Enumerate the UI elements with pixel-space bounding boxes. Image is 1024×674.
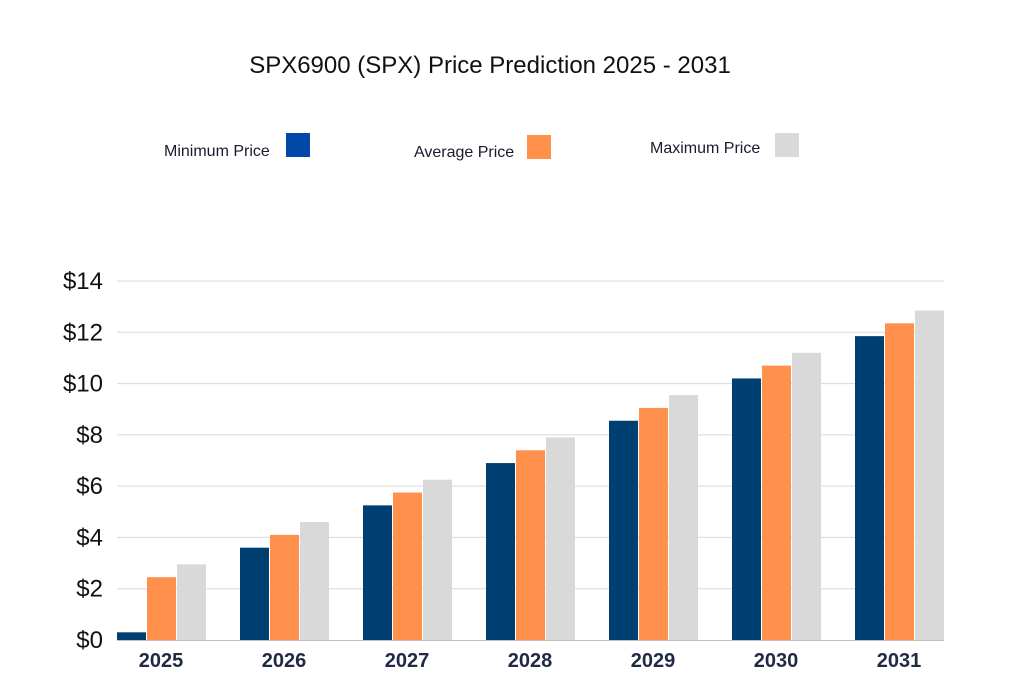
x-tick-label: 2025 xyxy=(139,650,184,672)
bar-maximum-price-2030 xyxy=(792,352,821,640)
legend-swatch-maximum xyxy=(775,133,799,157)
bar-average-price-2028 xyxy=(516,450,545,640)
bar-maximum-price-2026 xyxy=(300,522,329,640)
y-tick-label: $4 xyxy=(76,524,103,551)
y-tick-label: $10 xyxy=(63,371,103,398)
bars xyxy=(117,310,944,640)
bar-minimum-price-2027 xyxy=(363,505,392,640)
legend: Minimum Price Average Price Maximum Pric… xyxy=(164,133,799,161)
x-tick-label: 2029 xyxy=(631,650,676,672)
bar-average-price-2030 xyxy=(762,365,791,640)
bar-maximum-price-2027 xyxy=(423,479,452,640)
chart-title: SPX6900 (SPX) Price Prediction 2025 - 20… xyxy=(249,52,731,79)
bar-average-price-2031 xyxy=(885,323,914,640)
x-tick-label: 2030 xyxy=(754,650,799,672)
bar-minimum-price-2025 xyxy=(117,632,146,640)
legend-item-maximum: Maximum Price xyxy=(650,133,799,157)
x-tick-label: 2031 xyxy=(877,650,922,672)
bar-minimum-price-2030 xyxy=(732,378,761,640)
x-tick-label: 2027 xyxy=(385,650,430,672)
bar-maximum-price-2028 xyxy=(546,437,575,640)
legend-swatch-average xyxy=(527,135,551,159)
y-tick-label: $2 xyxy=(76,576,103,603)
y-tick-label: $12 xyxy=(63,319,103,346)
bar-average-price-2027 xyxy=(393,492,422,640)
bar-average-price-2025 xyxy=(147,577,176,640)
bar-average-price-2029 xyxy=(639,407,668,640)
bar-maximum-price-2025 xyxy=(177,564,206,640)
legend-label-minimum: Minimum Price xyxy=(164,143,270,160)
y-axis-ticks: $0 $2 $4 $6 $8 $10 $12 $14 xyxy=(63,268,103,654)
legend-swatch-minimum xyxy=(286,133,310,157)
bar-average-price-2026 xyxy=(270,534,299,640)
bar-maximum-price-2031 xyxy=(915,310,944,640)
legend-label-maximum: Maximum Price xyxy=(650,140,760,157)
y-tick-label: $6 xyxy=(76,473,103,500)
bar-maximum-price-2029 xyxy=(669,395,698,640)
legend-item-minimum: Minimum Price xyxy=(164,133,310,160)
legend-label-average: Average Price xyxy=(414,144,514,161)
y-tick-label: $8 xyxy=(76,422,103,449)
legend-item-average: Average Price xyxy=(414,135,551,161)
x-tick-label: 2026 xyxy=(262,650,307,672)
bar-minimum-price-2031 xyxy=(855,336,884,640)
x-axis-ticks: 2025 2026 2027 2028 2029 2030 2031 xyxy=(139,650,922,672)
x-tick-label: 2028 xyxy=(508,650,553,672)
y-tick-label: $0 xyxy=(76,627,103,654)
y-tick-label: $14 xyxy=(63,268,103,295)
bar-minimum-price-2028 xyxy=(486,463,515,640)
bar-minimum-price-2026 xyxy=(240,547,269,640)
bar-minimum-price-2029 xyxy=(609,420,638,640)
